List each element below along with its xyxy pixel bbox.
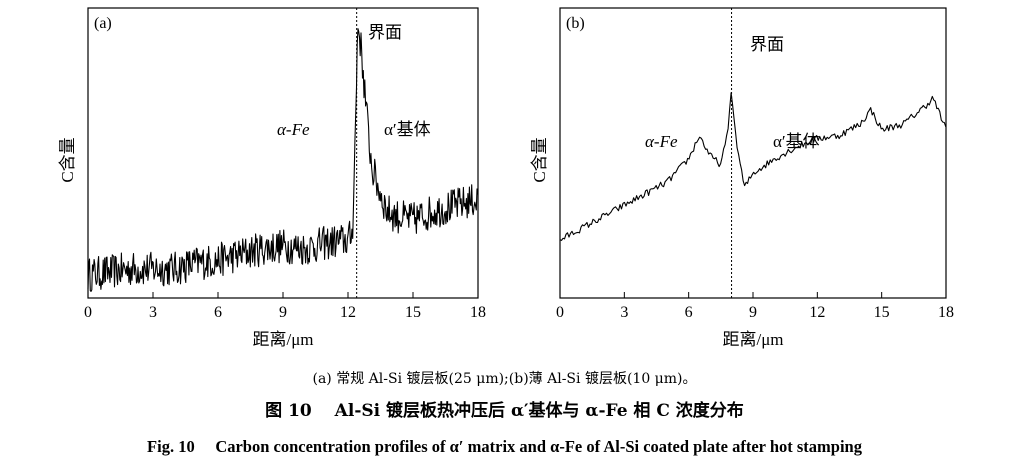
figure-caption-english: Fig. 10 Carbon concentration profiles of… — [147, 437, 862, 456]
panel-a-x-tick-label: 3 — [149, 304, 157, 321]
panel-a-region-matrix: α′基体 — [384, 120, 431, 139]
panel-b-x-tick-label: 9 — [749, 304, 757, 321]
panel-a-x-tick-label: 12 — [340, 304, 356, 321]
panel-b-x-tick-label: 3 — [620, 304, 628, 321]
panel-a: C含量 0 3 6 9 12 15 18 (a) 界面 α-Fe α′基体 距离/μm — [58, 7, 486, 349]
panel-a-xlabel: 距离/μm — [252, 330, 313, 349]
figure-caption-chinese: 图 10 Al-Si 镀层板热冲压后 α′基体与 α-Fe 相 C 浓度分布 — [265, 401, 744, 421]
panel-a-x-tick-label: 15 — [405, 304, 421, 321]
panel-a-x-tick-label: 9 — [279, 304, 287, 321]
panel-b-x-tick-label: 6 — [685, 304, 693, 321]
panel-b-series-line — [559, 92, 947, 241]
panel-a-frame — [87, 7, 479, 299]
panel-b-region-matrix: α′基体 — [773, 132, 820, 151]
panel-b-region-alpha-fe: α-Fe — [645, 132, 678, 151]
panel-b-x-tick-label: 0 — [556, 304, 564, 321]
panel-a-x-tick-label: 18 — [470, 304, 486, 321]
panel-b-x-ticks: 0 3 6 9 12 15 18 — [556, 292, 954, 321]
panel-a-x-tick-label: 0 — [84, 304, 92, 321]
panel-b-xlabel: 距离/μm — [722, 330, 783, 349]
panel-b-x-tick-label: 18 — [938, 304, 954, 321]
panel-a-ylabel: C含量 — [58, 137, 77, 182]
panel-a-x-ticks: 0 3 6 9 12 15 18 — [84, 292, 486, 321]
panel-b-x-tick-label: 15 — [874, 304, 890, 321]
panel-a-series-line — [87, 28, 479, 292]
panel-a-x-tick-label: 6 — [214, 304, 222, 321]
panel-b-label: (b) — [566, 15, 585, 32]
panel-b: C含量 0 3 6 9 12 15 18 (b) 界面 α-Fe α′基体 距离/μm — [530, 7, 954, 349]
panel-a-interface-label: 界面 — [368, 23, 402, 42]
panel-a-label: (a) — [94, 15, 112, 32]
panel-b-x-tick-label: 12 — [809, 304, 825, 321]
panel-b-interface-label: 界面 — [750, 35, 784, 54]
figure: C含量 0 3 6 9 12 15 18 (a) 界面 α-Fe α′基体 距离/μm C含… — [58, 7, 954, 349]
figure-subcaption: (a) 常规 Al-Si 镀层板(25 μm);(b)薄 Al-Si 镀层板(1… — [312, 371, 697, 387]
panel-b-ylabel: C含量 — [530, 137, 549, 182]
panel-a-region-alpha-fe: α-Fe — [277, 120, 310, 139]
